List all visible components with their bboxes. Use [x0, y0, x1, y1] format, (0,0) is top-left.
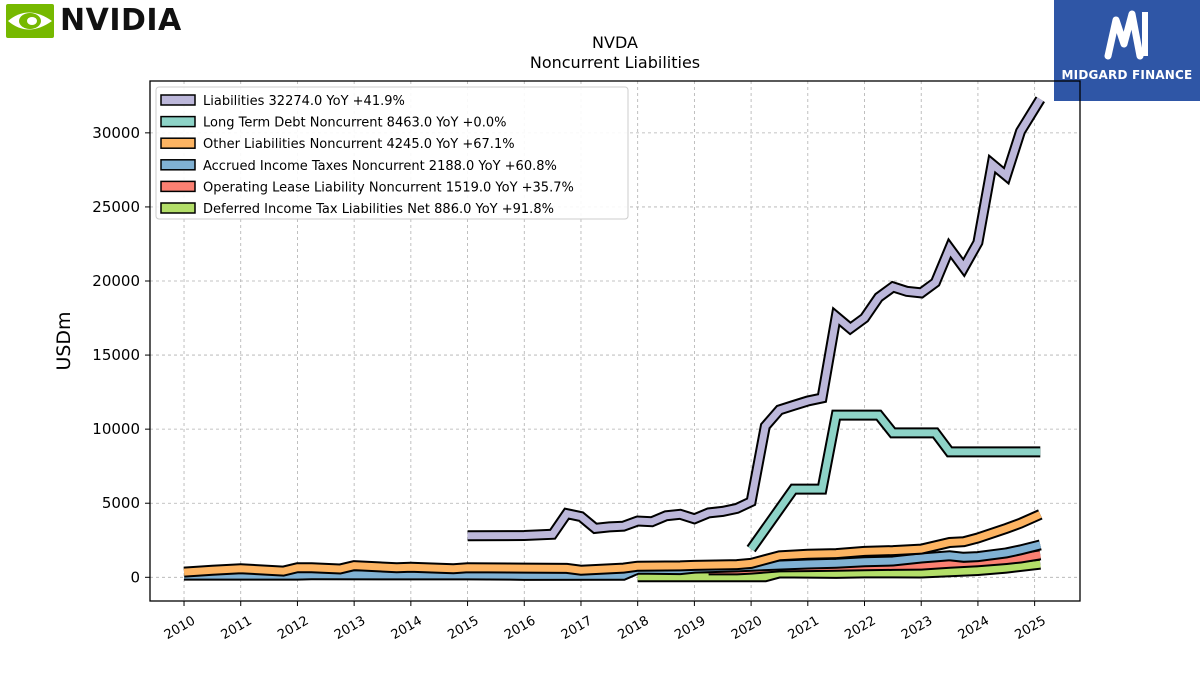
y-axis-label: USDm	[53, 311, 75, 370]
nvidia-eye-icon	[6, 4, 54, 38]
y-axis: 0 5000 10000 15000 20000 25000 30000	[92, 124, 150, 586]
legend-entry: Deferred Income Tax Liabilities Net 886.…	[203, 202, 554, 217]
x-tick-label: 2023	[899, 613, 935, 643]
x-tick-label: 2018	[616, 613, 652, 643]
x-tick-label: 2014	[389, 613, 425, 643]
plot-frame	[149, 80, 1081, 602]
series-line	[467, 97, 1044, 540]
midgard-m-icon	[1104, 10, 1148, 60]
legend-entry: Accrued Income Taxes Noncurrent 2188.0 Y…	[203, 159, 557, 174]
legend-swatch	[160, 115, 196, 128]
series-group	[183, 96, 1045, 583]
legend-swatch	[160, 159, 196, 171]
y-tick-label: 30000	[92, 124, 140, 142]
x-tick-label: 2025	[1012, 613, 1048, 643]
series-long-term-debt-noncurrent	[746, 409, 1041, 553]
x-tick-label: 2010	[162, 613, 198, 643]
legend-entry: Liabilities 32274.0 YoY +41.9%	[203, 94, 405, 109]
y-tick-label: 20000	[92, 272, 140, 290]
series-line	[637, 560, 1041, 581]
legend-box	[155, 86, 629, 220]
chart-title: NVDA	[592, 33, 638, 52]
legend: Liabilities 32274.0 YoY +41.9% Long Term …	[155, 86, 629, 220]
y-tick-label: 10000	[92, 420, 140, 438]
y-tick-label: 25000	[92, 198, 140, 216]
legend-entry: Operating Lease Liability Noncurrent 151…	[203, 180, 574, 195]
x-tick-label: 2021	[786, 613, 822, 643]
brand-name: NVIDIA	[60, 3, 182, 38]
legend-entry: Other Liabilities Noncurrent 4245.0 YoY …	[203, 137, 515, 152]
x-tick-label: 2013	[332, 613, 368, 643]
x-tick-label: 2019	[672, 613, 708, 643]
legend-entry: Long Term Debt Noncurrent 8463.0 YoY +0.…	[203, 116, 506, 131]
series-other-liabilities-noncurrent	[183, 509, 1043, 578]
x-axis: 2010 2011 2012 2013 2014 2015 2016 2017 2018 2019…	[162, 601, 1049, 643]
x-tick-label: 2016	[502, 613, 538, 643]
legend-swatch	[160, 180, 196, 193]
watermark-text: MIDGARD FINANCE	[1061, 68, 1193, 82]
x-tick-label: 2024	[956, 613, 992, 643]
x-tick-label: 2020	[729, 613, 765, 643]
y-tick-label: 0	[130, 568, 140, 586]
legend-swatch	[160, 137, 196, 149]
legend-swatch	[160, 202, 196, 214]
legend-swatch	[160, 94, 196, 106]
series-line	[183, 511, 1042, 576]
x-tick-label: 2011	[219, 613, 255, 643]
x-tick-label: 2012	[275, 613, 311, 643]
nvidia-logo	[6, 4, 54, 38]
watermark-badge: MIDGARD FINANCE	[1054, 0, 1200, 101]
x-tick-label: 2015	[445, 613, 481, 643]
chart-subtitle: Noncurrent Liabilities	[530, 53, 700, 72]
y-tick-label: 5000	[102, 494, 140, 512]
series-liabilities	[467, 96, 1045, 542]
y-tick-label: 15000	[92, 346, 140, 364]
series-deferred-income-tax-liabilities-net	[637, 558, 1041, 583]
series-line	[748, 411, 1041, 552]
x-tick-label: 2017	[559, 613, 595, 643]
x-tick-label: 2022	[842, 613, 878, 643]
